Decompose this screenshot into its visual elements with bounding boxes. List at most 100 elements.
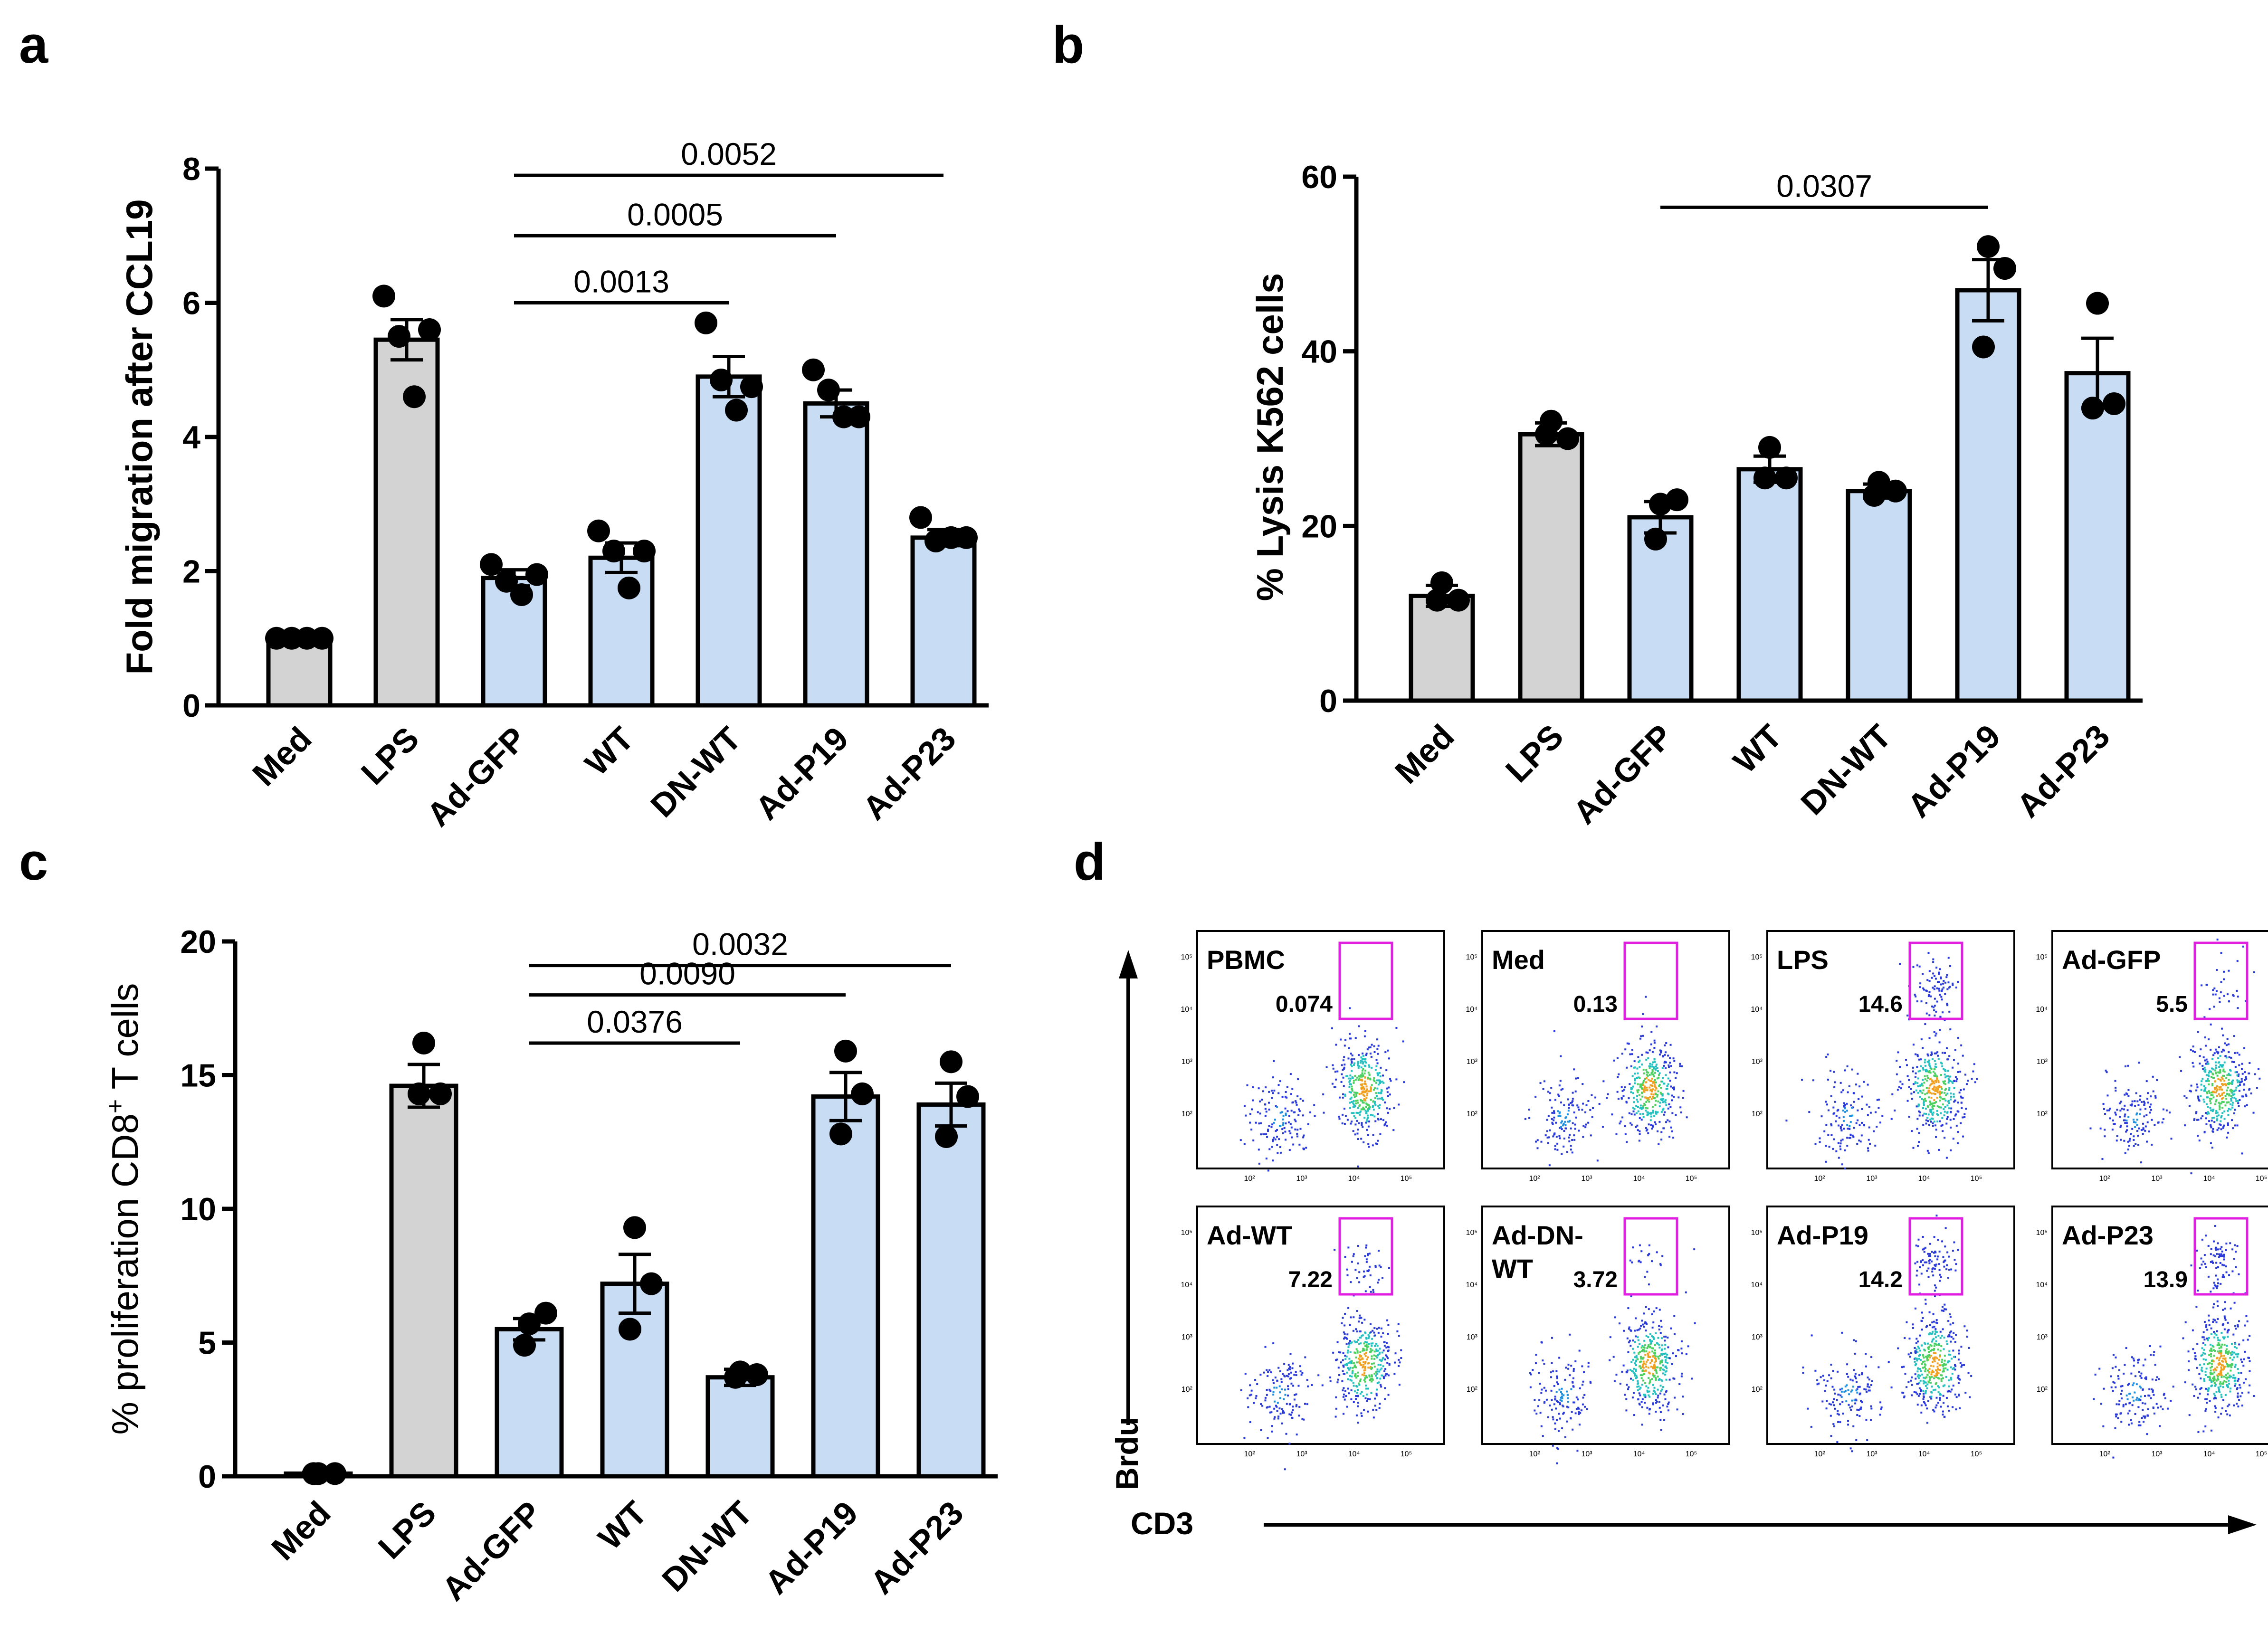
flow-event <box>2135 1092 2137 1094</box>
flow-event <box>2207 1275 2210 1278</box>
flow-event <box>2215 1100 2217 1102</box>
flow-event <box>2227 1376 2229 1378</box>
flow-event <box>1572 1100 1574 1102</box>
flow-event <box>1372 1291 1375 1293</box>
flow-event <box>1934 1356 1936 1358</box>
flow-event <box>2220 1255 2223 1257</box>
flow-event <box>2204 1086 2207 1089</box>
flow-event <box>2170 1399 2172 1402</box>
flow-event <box>1295 1374 1297 1377</box>
flow-xtick-label: 10³ <box>2151 1450 2163 1458</box>
flow-event <box>2202 1068 2204 1070</box>
chart-b-data-point <box>1666 488 1688 512</box>
flow-event <box>1939 1349 1942 1352</box>
flow-event <box>2211 1372 2213 1375</box>
flow-event <box>1955 1408 1957 1411</box>
flow-event <box>1849 1406 1851 1409</box>
flow-event <box>1953 1087 1955 1089</box>
flow-event <box>1930 1391 1933 1393</box>
flow-event <box>1912 1044 1915 1046</box>
flow-event <box>1334 1249 1336 1251</box>
flow-event <box>1361 1084 1363 1087</box>
flow-event <box>1931 1080 1934 1083</box>
flow-event <box>1357 1244 1359 1247</box>
flow-event <box>1276 1129 1278 1131</box>
flow-event <box>1648 1283 1650 1286</box>
flow-event <box>2219 1339 2221 1342</box>
flow-event <box>2204 1112 2207 1114</box>
flow-event <box>2216 1095 2218 1097</box>
chart-b-data-point <box>2103 392 2125 415</box>
flow-event <box>1368 1108 1371 1110</box>
flow-event <box>2223 1366 2225 1368</box>
flow-event <box>1919 1393 1921 1395</box>
flow-event <box>1583 1371 1585 1373</box>
flow-event <box>2162 1118 2164 1121</box>
flow-event <box>1323 1111 1325 1114</box>
flow-event <box>1544 1389 1547 1392</box>
flow-event <box>2207 1106 2209 1108</box>
flow-event <box>2123 1119 2125 1121</box>
flow-event <box>1259 1112 1261 1115</box>
flow-event <box>1379 1403 1381 1405</box>
flow-event <box>1925 1299 1927 1301</box>
flow-event <box>1252 1139 1255 1141</box>
flow-event <box>2130 1422 2133 1425</box>
flow-event <box>2228 1382 2230 1385</box>
flow-event <box>1347 1246 1350 1249</box>
flow-event <box>1928 1090 1931 1092</box>
flow-event <box>1832 1148 1834 1150</box>
flow-event <box>1354 1366 1357 1368</box>
flow-event <box>1558 1084 1561 1087</box>
flow-event <box>1362 1075 1364 1077</box>
flow-event <box>1575 1407 1578 1410</box>
flow-event <box>1638 1094 1640 1096</box>
flow-event <box>1952 1338 1954 1340</box>
flow-event <box>1640 1377 1643 1379</box>
flow-event <box>1665 1088 1668 1090</box>
flow-event <box>2235 1353 2237 1356</box>
flow-event <box>2185 1097 2188 1099</box>
flow-event <box>1559 1417 1561 1420</box>
flow-event <box>1267 1130 1269 1132</box>
flow-event <box>2093 1398 2095 1400</box>
flow-event <box>1648 1101 1650 1103</box>
flow-event <box>2140 1129 2143 1131</box>
flow-event <box>2209 1376 2211 1378</box>
flow-event <box>1345 1337 1348 1339</box>
flow-event <box>2210 1076 2212 1078</box>
flow-event <box>1352 1255 1354 1257</box>
chart-a-bar <box>910 535 977 708</box>
flow-event <box>1620 1086 1623 1088</box>
flow-event <box>2218 1072 2220 1074</box>
flow-event <box>2233 1258 2235 1260</box>
flow-event <box>1643 1394 1645 1396</box>
flow-event <box>1965 1108 1967 1110</box>
flow-event <box>2227 1086 2229 1089</box>
flow-event <box>1249 1384 1251 1387</box>
flow-event <box>2166 1407 2169 1410</box>
flow-event <box>1922 1390 1925 1392</box>
flow-event <box>2241 1392 2243 1394</box>
flow-event <box>1920 1411 1923 1414</box>
flow-event <box>1386 1091 1389 1093</box>
flow-event <box>1924 1261 1926 1263</box>
flow-event <box>1645 996 1647 998</box>
flow-event <box>1944 1083 1946 1085</box>
flow-event <box>1954 1368 1956 1371</box>
flow-event <box>1602 1080 1605 1083</box>
flow-event <box>1925 1002 1927 1004</box>
flow-event <box>2204 1352 2206 1355</box>
flow-event <box>1372 1109 1375 1111</box>
flow-event <box>1652 1082 1654 1084</box>
flow-event <box>1929 1084 1931 1087</box>
flow-event <box>1922 1079 1924 1081</box>
flow-event <box>2114 1080 2116 1082</box>
flow-event <box>1649 1086 1651 1089</box>
flow-event <box>1653 1354 1656 1357</box>
flow-event <box>1909 1356 1911 1358</box>
flow-event <box>1944 1367 1947 1369</box>
flow-event <box>2239 1084 2241 1086</box>
flow-event <box>1852 1136 1855 1138</box>
